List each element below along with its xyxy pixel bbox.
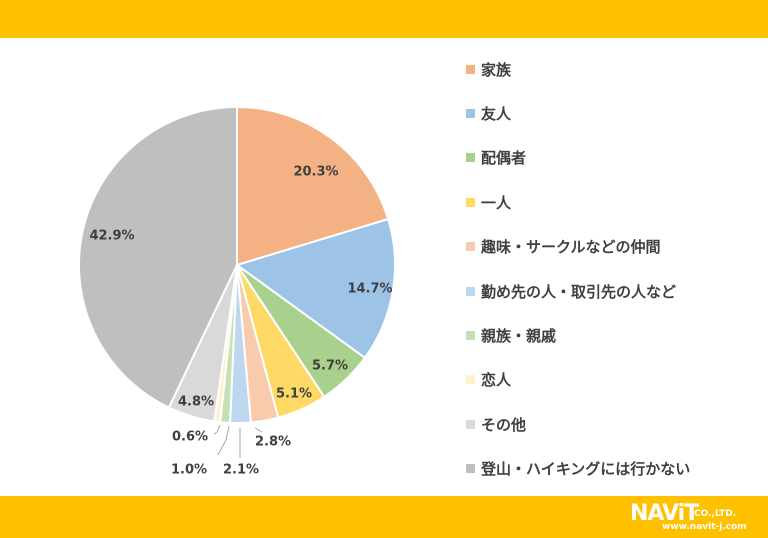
legend-item-3: 一人 [466, 191, 511, 213]
logo-wordmark: NAViT [630, 501, 699, 526]
data-label-6: 1.0% [171, 463, 207, 478]
data-label-0: 20.3% [293, 165, 338, 180]
data-label-1: 14.7% [347, 282, 392, 297]
legend-swatch-7 [466, 375, 475, 385]
data-label-5: 2.1% [223, 463, 259, 478]
legend-swatch-4 [466, 242, 475, 252]
legend-swatch-9 [466, 464, 475, 474]
legend-label-6: 親族・親戚 [481, 326, 557, 345]
legend-label-9: 登山・ハイキングには行かない [481, 460, 691, 479]
data-label-3: 5.1% [276, 387, 312, 402]
legend-label-4: 趣味・サークルなどの仲間 [481, 238, 661, 257]
legend-swatch-3 [466, 197, 475, 207]
bottom-banner [0, 496, 768, 538]
legend-item-9: 登山・ハイキングには行かない [466, 458, 690, 480]
legend-item-4: 趣味・サークルなどの仲間 [466, 236, 661, 258]
leader-line-7 [213, 424, 221, 435]
legend-label-0: 家族 [481, 60, 512, 79]
logo-url: www.navit-j.com [662, 522, 747, 532]
legend-item-8: その他 [466, 413, 526, 435]
legend-item-5: 勤め先の人・取引先の人など [466, 280, 676, 302]
legend-label-3: 一人 [481, 193, 512, 212]
pie-chart: 20.3% 14.7% 5.7%5.1% 2.8% 2.1% 1.0% 0.6% 4.8% 42… [77, 105, 396, 478]
legend-swatch-1 [466, 108, 475, 118]
pie-slices [77, 105, 396, 424]
legend-swatch-8 [466, 419, 475, 429]
data-labels: 20.3% 14.7% 5.7%5.1% 2.8% 2.1% 1.0% 0.6% 4.8% 42… [89, 165, 392, 478]
legend-item-0: 家族 [466, 58, 511, 80]
data-label-7: 0.6% [172, 430, 208, 445]
logo-company-suffix: CO.,LTD. [694, 509, 737, 519]
data-label-2: 5.7% [312, 359, 348, 374]
leader-line-4 [254, 427, 263, 433]
legend-label-7: 恋人 [481, 371, 512, 390]
legend-item-7: 恋人 [466, 369, 511, 391]
pie-slice-0 [236, 105, 390, 267]
legend-swatch-5 [466, 286, 475, 296]
data-label-4: 2.8% [255, 435, 291, 450]
top-banner [0, 0, 768, 38]
legend-label-2: 配偶者 [481, 149, 527, 168]
data-label-9: 42.9% [89, 229, 134, 244]
legend-label-8: その他 [481, 415, 527, 434]
legend-item-1: 友人 [466, 102, 511, 124]
legend-swatch-0 [466, 64, 475, 74]
pie-slice-9 [77, 105, 238, 409]
legend-item-6: 親族・親戚 [466, 324, 556, 346]
pie-slice-1 [234, 217, 396, 360]
legend-item-2: 配偶者 [466, 147, 526, 169]
leader-lines [213, 424, 263, 458]
legend-label-1: 友人 [481, 104, 512, 123]
data-label-8: 4.8% [178, 395, 214, 410]
navit-logo: NAViT CO.,LTD. www.navit-j.com [630, 503, 758, 533]
legend-swatch-2 [466, 153, 475, 163]
legend-label-5: 勤め先の人・取引先の人など [481, 282, 677, 301]
legend-swatch-6 [466, 330, 475, 340]
leader-line-6 [217, 425, 230, 456]
